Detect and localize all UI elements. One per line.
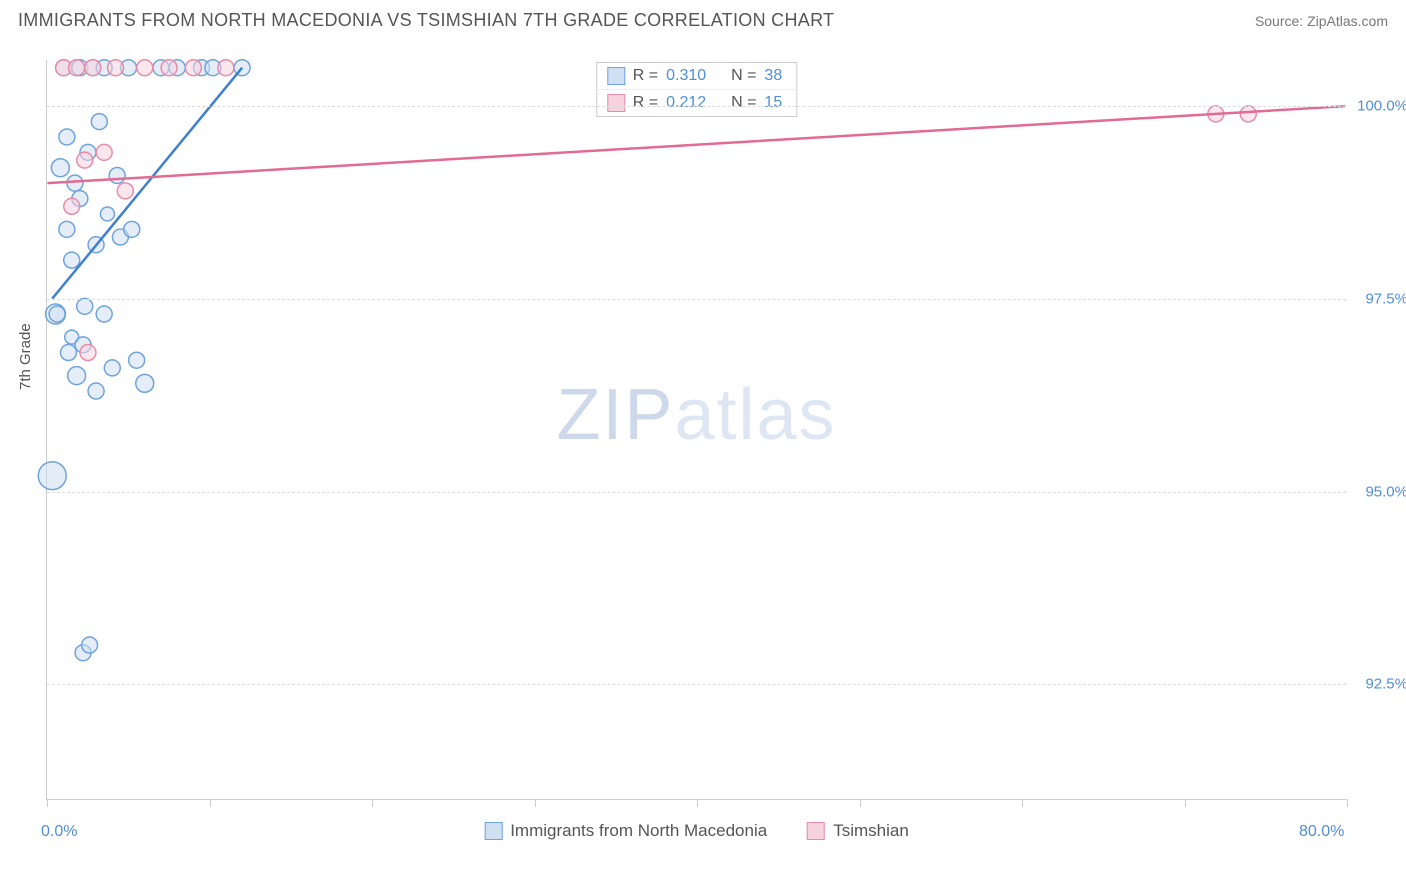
x-tick — [535, 799, 536, 807]
chart-title: IMMIGRANTS FROM NORTH MACEDONIA VS TSIMS… — [18, 10, 834, 31]
series-legend: Immigrants from North Macedonia Tsimshia… — [484, 821, 909, 841]
chart-plot-area: 7th Grade ZIPatlas R = 0.310 N = 38 R = … — [46, 60, 1346, 800]
data-point — [124, 221, 140, 237]
data-point — [88, 383, 104, 399]
x-min-label: 0.0% — [41, 823, 77, 841]
chart-source: Source: ZipAtlas.com — [1255, 13, 1388, 29]
series-legend-item-1: Tsimshian — [807, 821, 909, 841]
data-point — [85, 60, 101, 76]
data-point — [64, 252, 80, 268]
data-point — [96, 306, 112, 322]
n-label: N = — [731, 67, 756, 85]
data-point — [51, 159, 69, 177]
data-point — [100, 207, 114, 221]
stats-legend: R = 0.310 N = 38 R = 0.212 N = 15 — [596, 62, 797, 117]
x-tick — [1185, 799, 1186, 807]
data-point — [49, 306, 65, 322]
y-axis-title: 7th Grade — [17, 323, 34, 390]
x-tick — [697, 799, 698, 807]
y-tick-label: 92.5% — [1350, 676, 1406, 693]
swatch-icon — [484, 822, 502, 840]
data-point — [129, 352, 145, 368]
y-tick-label: 100.0% — [1350, 98, 1406, 115]
grid-line — [47, 299, 1346, 300]
series-legend-item-0: Immigrants from North Macedonia — [484, 821, 767, 841]
series-name-0: Immigrants from North Macedonia — [510, 821, 767, 841]
grid-line — [47, 106, 1346, 107]
x-tick — [210, 799, 211, 807]
n-value-0: 38 — [764, 67, 782, 85]
data-point — [108, 60, 124, 76]
data-point — [185, 60, 201, 76]
data-point — [161, 60, 177, 76]
data-point — [64, 198, 80, 214]
data-point — [59, 129, 75, 145]
data-point — [104, 360, 120, 376]
data-point — [136, 374, 154, 392]
data-point — [67, 175, 83, 191]
swatch-icon — [807, 822, 825, 840]
data-point — [60, 345, 76, 361]
r-label: R = — [633, 94, 658, 112]
data-point — [82, 637, 98, 653]
x-tick — [47, 799, 48, 807]
n-value-1: 15 — [764, 94, 782, 112]
y-tick-label: 97.5% — [1350, 290, 1406, 307]
x-tick — [1022, 799, 1023, 807]
data-point — [77, 298, 93, 314]
data-point — [38, 462, 66, 490]
y-tick-label: 95.0% — [1350, 483, 1406, 500]
series-name-1: Tsimshian — [833, 821, 909, 841]
x-max-label: 80.0% — [1299, 823, 1344, 841]
trend-line — [47, 106, 1345, 183]
n-label: N = — [731, 94, 756, 112]
stats-legend-row-1: R = 0.212 N = 15 — [597, 89, 796, 116]
data-point — [68, 367, 86, 385]
grid-line — [47, 492, 1346, 493]
x-tick — [372, 799, 373, 807]
r-value-1: 0.212 — [666, 94, 706, 112]
x-tick — [860, 799, 861, 807]
data-point — [109, 167, 125, 183]
data-point — [137, 60, 153, 76]
data-point — [69, 60, 85, 76]
stats-legend-row-0: R = 0.310 N = 38 — [597, 63, 796, 89]
data-point — [218, 60, 234, 76]
data-point — [59, 221, 75, 237]
x-tick — [1347, 799, 1348, 807]
data-point — [91, 114, 107, 130]
scatter-svg — [47, 60, 1346, 799]
swatch-icon — [607, 67, 625, 85]
grid-line — [47, 684, 1346, 685]
data-point — [77, 152, 93, 168]
data-point — [117, 183, 133, 199]
data-point — [96, 144, 112, 160]
swatch-icon — [607, 94, 625, 112]
r-value-0: 0.310 — [666, 67, 706, 85]
r-label: R = — [633, 67, 658, 85]
data-point — [80, 345, 96, 361]
data-point — [1240, 106, 1256, 122]
